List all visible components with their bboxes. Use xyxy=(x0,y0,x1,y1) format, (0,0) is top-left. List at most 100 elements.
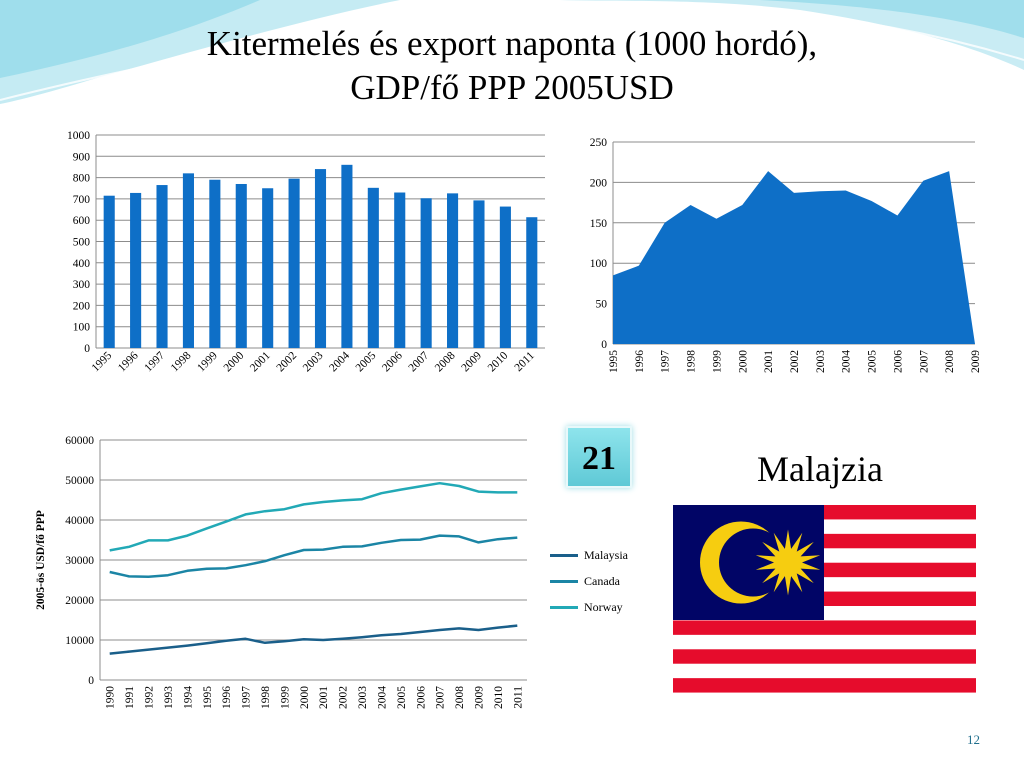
legend-swatch-canada xyxy=(550,579,578,583)
x-tick-label: 2000 xyxy=(737,350,749,373)
decorative-wave xyxy=(0,0,1024,104)
page-number: 12 xyxy=(967,732,980,747)
gdp-legend: Malaysia Canada Norway xyxy=(550,542,628,620)
production-bar-chart: 0 100 200 300 400 500 600 700 800 900 1000 1995 1996… xyxy=(67,130,545,374)
bar xyxy=(235,183,247,348)
y-tick-label: 0 xyxy=(88,675,94,687)
bar xyxy=(130,192,142,348)
x-tick-label: 1996 xyxy=(634,350,646,373)
x-tick-label: 1997 xyxy=(241,686,253,709)
bar xyxy=(341,164,353,348)
bar xyxy=(367,187,379,348)
y-tick-label: 20000 xyxy=(65,595,94,607)
x-tick-label: 1995 xyxy=(90,349,115,374)
x-tick-label: 2002 xyxy=(274,349,299,374)
y-tick-label: 800 xyxy=(73,173,91,185)
x-tick-label: 2003 xyxy=(815,350,827,373)
y-tick-label: 200 xyxy=(73,300,91,312)
x-tick-label: 2009 xyxy=(473,686,485,709)
x-tick-label: 2006 xyxy=(415,686,427,709)
x-tick-label: 2008 xyxy=(944,350,956,373)
y-tick-label: 400 xyxy=(73,258,91,270)
x-tick-label: 2000 xyxy=(299,686,311,709)
x-tick-label: 1997 xyxy=(660,350,672,373)
x-tick-label: 2004 xyxy=(841,350,853,373)
x-tick-label: 1995 xyxy=(608,350,620,373)
y-tick-label: 60000 xyxy=(65,435,94,447)
y-tick-label: 50000 xyxy=(65,475,94,487)
bar xyxy=(473,200,485,348)
legend-item-norway: Norway xyxy=(550,594,628,620)
y-tick-label: 900 xyxy=(73,151,91,163)
bar xyxy=(394,192,406,348)
y-tick-label: 0 xyxy=(84,343,90,355)
x-tick-label: 2006 xyxy=(380,349,405,374)
x-tick-label: 2004 xyxy=(376,686,388,709)
line-series-canada xyxy=(109,534,518,579)
title-line-1: Kitermelés és export naponta (1000 hordó… xyxy=(206,24,818,63)
bar xyxy=(526,217,538,348)
legend-label-canada: Canada xyxy=(584,573,620,588)
line-series-malaysia xyxy=(109,624,518,655)
bar xyxy=(156,185,168,348)
x-tick-label: 2003 xyxy=(357,686,369,709)
x-tick-label: 2011 xyxy=(512,349,537,374)
y-tick-label: 700 xyxy=(73,194,91,206)
x-tick-label: 1996 xyxy=(116,349,141,374)
title-line-2: GDP/fő PPP 2005USD xyxy=(350,68,674,107)
flag-stripe xyxy=(673,620,976,635)
bar xyxy=(262,188,274,348)
x-tick-label: 1995 xyxy=(202,686,214,709)
line-series-norway xyxy=(109,481,518,552)
x-tick-label: 1991 xyxy=(124,686,136,709)
y-tick-label: 10000 xyxy=(65,635,94,647)
malaysia-flag-image xyxy=(673,505,976,707)
y-tick-label: 100 xyxy=(590,258,608,270)
x-tick-label: 1994 xyxy=(182,686,194,709)
y-tick-label: 300 xyxy=(73,279,91,291)
y-tick-label: 150 xyxy=(590,218,608,230)
x-tick-label: 2001 xyxy=(248,349,273,374)
y-axis-label: 2005-ös USD/fő PPP xyxy=(35,510,47,610)
x-tick-label: 1999 xyxy=(711,350,723,373)
x-tick-label: 2008 xyxy=(454,686,466,709)
slide-title: Kitermelés és export naponta (1000 hordó… xyxy=(0,22,1024,110)
x-tick-label: 2004 xyxy=(327,349,352,374)
x-tick-label: 2007 xyxy=(918,350,930,373)
gdp-line-chart: 0 10000 20000 30000 40000 50000 60000 1990 1991 1… xyxy=(35,435,527,709)
x-tick-label: 1998 xyxy=(260,686,272,709)
bar xyxy=(314,169,327,348)
legend-swatch-norway xyxy=(550,605,578,609)
x-tick-label: 2008 xyxy=(433,349,458,374)
y-tick-label: 600 xyxy=(73,215,91,227)
x-tick-label: 2009 xyxy=(459,349,484,374)
y-tick-label: 50 xyxy=(596,299,608,311)
y-tick-label: 30000 xyxy=(65,555,94,567)
legend-label-norway: Norway xyxy=(584,599,623,614)
x-tick-label: 1997 xyxy=(142,349,167,374)
bar xyxy=(103,195,115,348)
x-tick-label: 1990 xyxy=(105,686,117,709)
x-tick-label: 1998 xyxy=(169,349,194,374)
x-tick-label: 2010 xyxy=(493,686,505,709)
x-tick-label: 2005 xyxy=(396,686,408,709)
y-tick-label: 200 xyxy=(590,177,608,189)
slide-badge: 21 xyxy=(566,426,632,488)
x-tick-label: 2000 xyxy=(222,349,247,374)
flag-stripe xyxy=(673,678,976,693)
bar xyxy=(182,173,194,348)
x-tick-label: 2002 xyxy=(789,350,801,373)
x-tick-label: 1992 xyxy=(144,686,156,709)
x-tick-label: 1993 xyxy=(163,686,175,709)
x-tick-label: 1999 xyxy=(195,349,220,374)
y-tick-label: 1000 xyxy=(67,130,90,142)
y-tick-label: 0 xyxy=(601,339,607,351)
y-tick-label: 500 xyxy=(73,237,91,249)
x-tick-label: 2011 xyxy=(512,686,524,709)
y-tick-label: 40000 xyxy=(65,515,94,527)
export-area-chart: 0 50 100 150 200 250 1995 1996 1997 1998 1999 2000 2… xyxy=(590,137,982,373)
x-tick-label: 2007 xyxy=(435,686,447,709)
legend-item-canada: Canada xyxy=(550,568,628,594)
x-tick-label: 1999 xyxy=(279,686,291,709)
legend-swatch-malaysia xyxy=(550,553,578,557)
